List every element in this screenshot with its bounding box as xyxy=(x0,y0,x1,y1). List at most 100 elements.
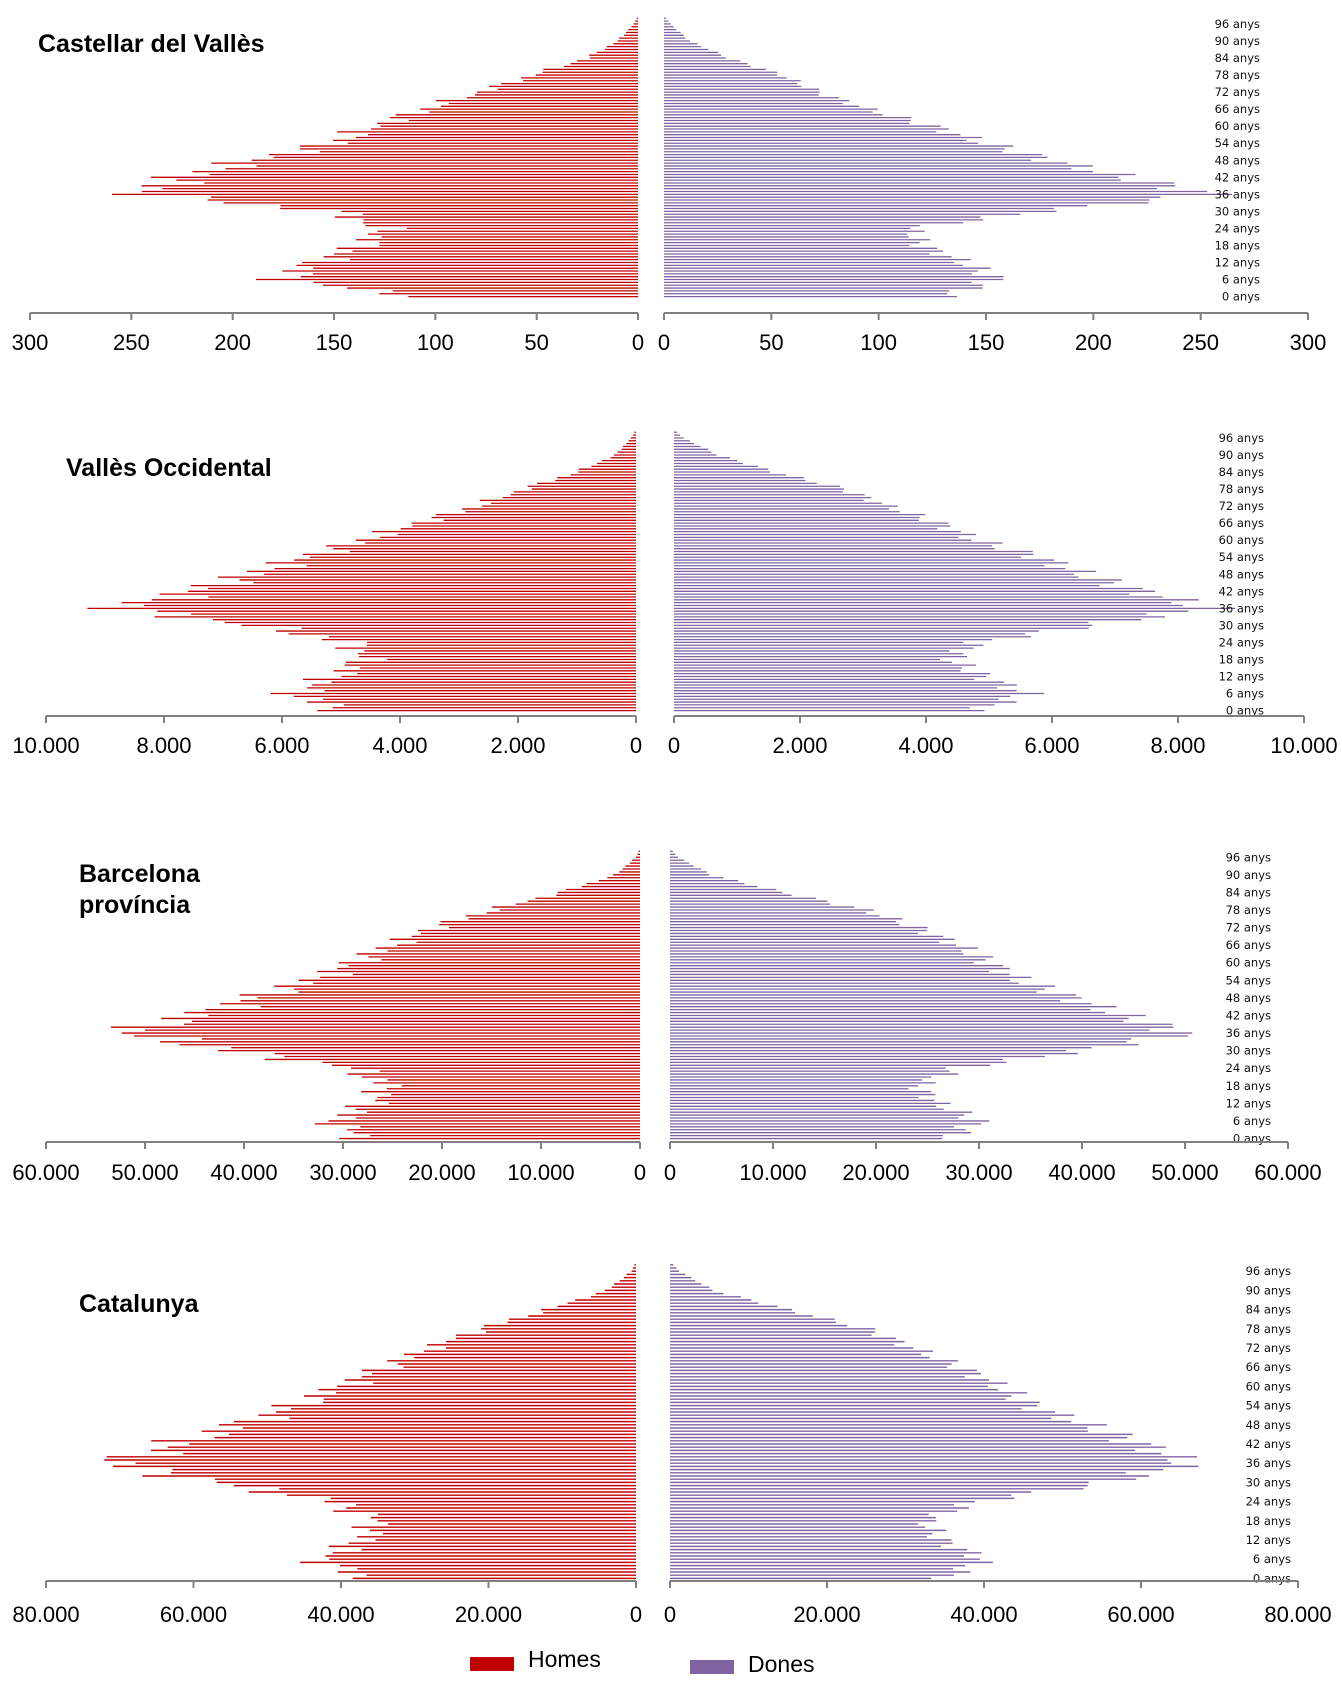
tick-label: 0 xyxy=(630,733,642,758)
chart-title: província xyxy=(79,891,191,919)
tick-label: 50.000 xyxy=(111,1160,178,1185)
age-label: 0 anys xyxy=(1233,1132,1271,1146)
age-label: 54 anys xyxy=(1215,136,1260,150)
tick-label: 0 xyxy=(664,1602,676,1627)
age-label: 18 anys xyxy=(1226,1079,1271,1093)
tick-label: 4.000 xyxy=(898,733,953,758)
tick-label: 300 xyxy=(12,330,49,355)
age-label: 96 anys xyxy=(1219,431,1264,445)
tick-label: 40.000 xyxy=(307,1602,374,1627)
chart-title: Vallès Occidental xyxy=(66,454,272,482)
tick-label: 60.000 xyxy=(1254,1160,1321,1185)
age-label: 72 anys xyxy=(1219,499,1264,513)
tick-label: 300 xyxy=(1290,330,1327,355)
age-label: 30 anys xyxy=(1246,1475,1291,1489)
age-label: 18 anys xyxy=(1215,238,1260,252)
age-label: 30 anys xyxy=(1215,204,1260,218)
age-label: 0 anys xyxy=(1222,290,1260,304)
tick-label: 20.000 xyxy=(842,1160,909,1185)
tick-label: 80.000 xyxy=(1264,1602,1331,1627)
age-label: 90 anys xyxy=(1219,448,1264,462)
age-label: 72 anys xyxy=(1226,921,1271,935)
age-label: 30 anys xyxy=(1226,1044,1271,1058)
tick-label: 0 xyxy=(658,330,670,355)
age-label: 72 anys xyxy=(1246,1341,1291,1355)
tick-label: 6.000 xyxy=(1024,733,1079,758)
tick-label: 150 xyxy=(968,330,1005,355)
age-label: 90 anys xyxy=(1226,868,1271,882)
age-label: 90 anys xyxy=(1215,34,1260,48)
age-label: 96 anys xyxy=(1215,17,1260,31)
legend-swatch-homes xyxy=(470,1657,514,1671)
tick-label: 30.000 xyxy=(945,1160,1012,1185)
legend: Homes Dones xyxy=(470,1646,890,1680)
age-label: 84 anys xyxy=(1246,1303,1291,1317)
age-label: 60 anys xyxy=(1219,533,1264,547)
age-label: 54 anys xyxy=(1246,1399,1291,1413)
age-label: 42 anys xyxy=(1246,1437,1291,1451)
tick-label: 100 xyxy=(860,330,897,355)
age-label: 48 anys xyxy=(1215,153,1260,167)
tick-label: 6.000 xyxy=(254,733,309,758)
age-label: 48 anys xyxy=(1226,991,1271,1005)
pyramid-4: Catalunya 0 anys 6 anys 12 anys 18 anys 24 an… xyxy=(12,1264,1332,1627)
tick-label: 80.000 xyxy=(12,1602,79,1627)
pyramid-1: Castellar del Vallès 0 anys 6 anys 12 anys 1… xyxy=(12,17,1327,355)
age-label: 96 anys xyxy=(1226,850,1271,864)
age-label: 96 anys xyxy=(1246,1264,1291,1278)
tick-label: 0 xyxy=(630,1602,642,1627)
tick-label: 200 xyxy=(1075,330,1112,355)
legend-swatch-dones xyxy=(690,1660,734,1674)
age-label: 30 anys xyxy=(1219,618,1264,632)
age-label: 90 anys xyxy=(1246,1283,1291,1297)
age-label: 36 anys xyxy=(1219,601,1264,615)
age-label: 66 anys xyxy=(1246,1360,1291,1374)
tick-label: 0 xyxy=(632,330,644,355)
pyramid-2: Vallès Occidental 0 anys 6 anys 12 anys 18 a… xyxy=(12,431,1337,758)
tick-label: 30.000 xyxy=(309,1160,376,1185)
age-label: 24 anys xyxy=(1226,1061,1271,1075)
tick-label: 10.000 xyxy=(739,1160,806,1185)
tick-label: 2.000 xyxy=(772,733,827,758)
tick-label: 4.000 xyxy=(372,733,427,758)
age-label: 42 anys xyxy=(1215,170,1260,184)
age-label: 54 anys xyxy=(1219,550,1264,564)
tick-label: 60.000 xyxy=(12,1160,79,1185)
tick-label: 60.000 xyxy=(160,1602,227,1627)
tick-label: 8.000 xyxy=(136,733,191,758)
age-label: 12 anys xyxy=(1246,1533,1291,1547)
age-label: 24 anys xyxy=(1246,1495,1291,1509)
age-label: 84 anys xyxy=(1226,885,1271,899)
tick-label: 50.000 xyxy=(1151,1160,1218,1185)
tick-label: 40.000 xyxy=(950,1602,1017,1627)
age-label: 12 anys xyxy=(1219,670,1264,684)
tick-label: 150 xyxy=(316,330,353,355)
tick-label: 20.000 xyxy=(793,1602,860,1627)
age-label: 0 anys xyxy=(1226,704,1264,718)
age-label: 66 anys xyxy=(1215,102,1260,116)
tick-label: 2.000 xyxy=(490,733,545,758)
tick-label: 20.000 xyxy=(455,1602,522,1627)
tick-label: 0 xyxy=(664,1160,676,1185)
age-label: 84 anys xyxy=(1215,51,1260,65)
age-label: 48 anys xyxy=(1246,1418,1291,1432)
age-label: 42 anys xyxy=(1226,1008,1271,1022)
chart-title: Barcelona xyxy=(79,860,201,888)
age-label: 36 anys xyxy=(1226,1026,1271,1040)
age-label: 60 anys xyxy=(1226,956,1271,970)
tick-label: 200 xyxy=(214,330,251,355)
legend-label-homes: Homes xyxy=(528,1646,601,1672)
tick-label: 50 xyxy=(759,330,783,355)
age-label: 72 anys xyxy=(1215,85,1260,99)
tick-label: 60.000 xyxy=(1107,1602,1174,1627)
age-label: 6 anys xyxy=(1233,1114,1271,1128)
age-label: 6 anys xyxy=(1253,1552,1291,1566)
age-label: 6 anys xyxy=(1226,687,1264,701)
age-label: 0 anys xyxy=(1253,1571,1291,1585)
age-label: 78 anys xyxy=(1215,68,1260,82)
tick-label: 40.000 xyxy=(1048,1160,1115,1185)
tick-label: 10.000 xyxy=(12,733,79,758)
age-label: 78 anys xyxy=(1226,903,1271,917)
tick-label: 10.000 xyxy=(507,1160,574,1185)
